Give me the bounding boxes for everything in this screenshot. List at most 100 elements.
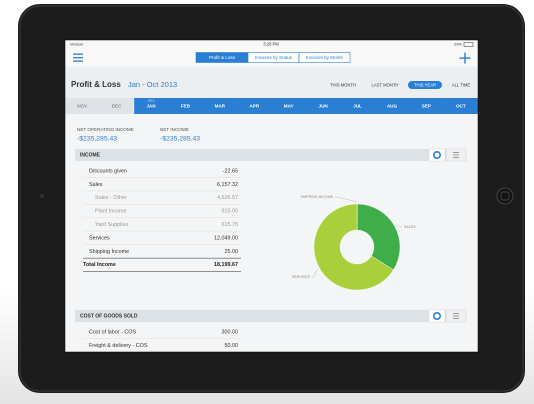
row-name: Sales <box>89 182 103 188</box>
income-chart: SHIPPING INCOME SALES SERVICES <box>292 195 416 291</box>
month-bg <box>99 98 135 114</box>
chart-toggle[interactable] <box>428 309 446 323</box>
section-title: COST OF GOODS SOLD <box>80 314 138 320</box>
tab[interactable]: Profit & Loss <box>195 52 249 63</box>
month-tab[interactable]: OCT <box>443 98 479 114</box>
bezel-edge <box>19 5 524 392</box>
month-bg <box>271 98 307 114</box>
row-name: Plant Income <box>95 209 126 215</box>
month-bg <box>443 98 478 114</box>
month-tab[interactable]: AUG <box>374 98 410 114</box>
income-section: INCOME Discounts given -22.65 Sales 6,157.32… <box>75 148 467 272</box>
month-bg <box>237 98 272 114</box>
month-tab[interactable]: MAY <box>271 98 307 114</box>
row-amount: 25.00 <box>225 249 239 255</box>
list-icon-bar <box>453 318 459 319</box>
filter-label: ALL TIME <box>452 82 471 87</box>
carrier: Verizon <box>70 42 83 47</box>
status-bar <box>65 40 478 48</box>
month-tab[interactable]: SEP <box>409 98 444 114</box>
month-label: JUN <box>319 104 329 109</box>
month-label: MAY <box>284 104 294 109</box>
month-label: FEB <box>181 104 191 109</box>
row-name: Cost of labor - COS <box>89 329 136 335</box>
month-label: OCT <box>456 104 466 109</box>
row-name: Yard Supplies <box>95 222 128 228</box>
row-amount: 300.00 <box>222 329 239 335</box>
section-header <box>75 310 466 322</box>
filter-button[interactable]: ALL TIME <box>452 82 471 87</box>
screen-edge <box>64 39 479 353</box>
menu-bar <box>73 60 83 62</box>
row-name: Sales - Other <box>95 195 127 201</box>
section-title: INCOME <box>80 153 101 159</box>
section-header <box>75 149 466 161</box>
tab-label: Invoices by Status <box>255 55 293 60</box>
row-amount: 615.75 <box>222 222 239 228</box>
tab-label: Invoices by Month <box>306 55 343 60</box>
list-icon-bar <box>453 154 459 156</box>
slice-label: SERVICES <box>292 275 311 279</box>
list-toggle[interactable] <box>445 309 467 323</box>
list-icon-bar <box>453 313 459 314</box>
menu-bar <box>73 53 83 55</box>
chart-toggle[interactable] <box>428 148 446 162</box>
row-amount: -22.65 <box>223 168 238 174</box>
total-name: Total Income <box>83 262 116 268</box>
slice-label: SHIPPING INCOME <box>300 195 333 199</box>
add-button[interactable] <box>459 52 471 64</box>
row-amount: 915.00 <box>222 209 239 215</box>
home-button[interactable] <box>496 187 514 205</box>
row-name: Services <box>89 235 110 241</box>
row-name: Freight & delivery - COS <box>89 343 148 349</box>
list-icon-bar <box>453 315 459 317</box>
month-bg <box>168 98 203 114</box>
summary-label: NET INCOME <box>160 127 189 132</box>
summary-value: -$235,285.43 <box>160 135 200 142</box>
summary: NET OPERATING INCOME -$235,285.43 NET INCO… <box>77 127 200 142</box>
month-label: JUL <box>353 104 362 109</box>
row-amount: 4,626.57 <box>217 195 238 201</box>
month-tab[interactable]: JAN <box>133 98 169 114</box>
month-bg <box>409 98 444 114</box>
month-tab[interactable]: APR <box>237 98 272 114</box>
toggle-bg <box>428 148 446 162</box>
leader-line <box>312 268 318 278</box>
list-toggle[interactable] <box>445 148 467 162</box>
menu-bar <box>73 57 83 59</box>
month-tab[interactable]: FEB <box>168 98 203 114</box>
total-amount: 18,199.67 <box>214 262 238 268</box>
toggle-bg <box>428 309 446 323</box>
row-amount: 12,049.00 <box>214 235 238 241</box>
month-tab[interactable]: JUN <box>305 98 341 114</box>
month-label: MAR <box>215 104 226 109</box>
tab[interactable]: Invoices by Month <box>298 52 351 63</box>
month-label: AUG <box>387 104 398 109</box>
camera <box>40 194 44 198</box>
filter-button[interactable]: THIS MONTH <box>330 82 356 87</box>
filter-button[interactable]: THIS YEAR <box>408 81 442 89</box>
battery: 29% <box>454 42 462 47</box>
list-icon-bar <box>453 152 459 153</box>
row-name: Discounts given <box>89 168 127 174</box>
leader-line <box>396 225 402 228</box>
month-label: SEP <box>422 104 431 109</box>
screen: Verizon 3:20 PM 29% Profit & Loss Invoice… <box>65 40 478 352</box>
battery-icon <box>463 42 474 47</box>
month-tab[interactable]: DEC <box>99 98 135 114</box>
month-tab[interactable]: JUL <box>340 98 376 114</box>
tab-group: Profit & Loss Invoices by Status Invoices … <box>195 52 351 63</box>
list-icon-bar <box>453 157 459 158</box>
tab-bg <box>298 52 351 63</box>
filter-button[interactable]: LAST MONTH <box>372 82 399 87</box>
month-tab[interactable]: NOV <box>65 98 100 114</box>
tab[interactable]: Invoices by Status <box>247 52 300 63</box>
filter-group: THIS MONTH LAST MONTH THIS YEAR ALL TIME <box>330 81 470 89</box>
leader-line <box>335 196 358 203</box>
month-bg <box>374 98 410 114</box>
home-button-icon <box>500 191 510 201</box>
menu-button[interactable] <box>73 53 83 62</box>
filter-label: THIS MONTH <box>330 82 356 87</box>
month-tab[interactable]: MAR <box>202 98 238 114</box>
